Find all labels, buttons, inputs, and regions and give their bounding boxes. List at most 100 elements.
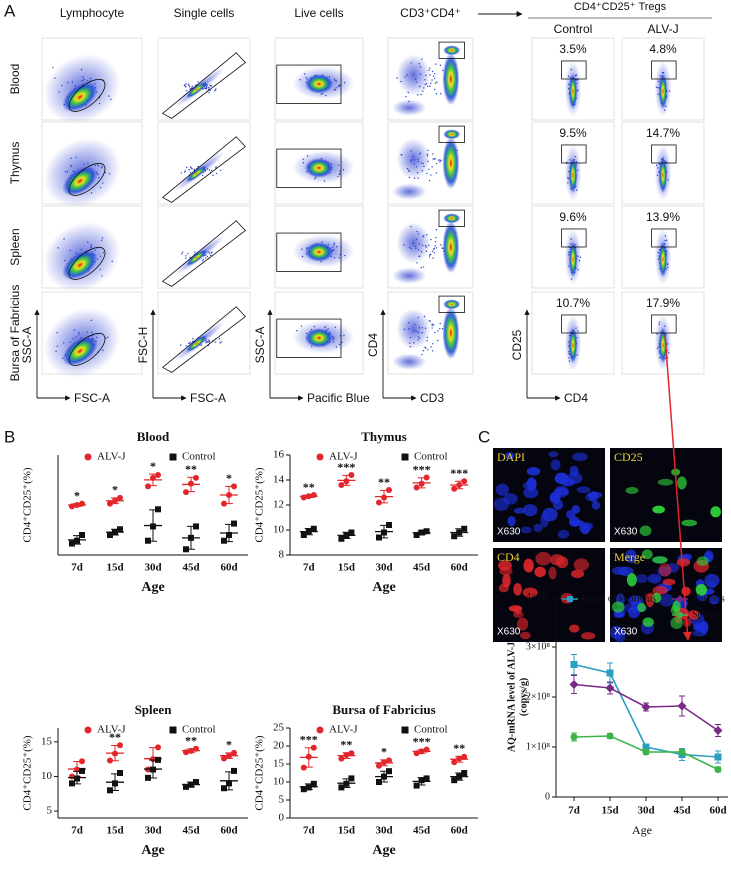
flow-density xyxy=(304,158,334,178)
gate xyxy=(651,144,677,164)
y-tick-label: 2×10⁸ xyxy=(526,691,551,702)
data-point xyxy=(145,537,151,544)
flow-event xyxy=(427,349,429,351)
y-axis-label: AQ-mRNA level of ALV-J xyxy=(506,642,517,752)
flow-event xyxy=(422,350,425,352)
data-point xyxy=(348,775,355,782)
data-point xyxy=(310,492,317,498)
flow-plot xyxy=(392,209,465,284)
channel-label: CD25 xyxy=(614,450,643,464)
data-point xyxy=(569,680,579,689)
data-point xyxy=(606,732,614,740)
cell xyxy=(513,582,523,596)
flow-event xyxy=(185,89,188,92)
data-point xyxy=(107,757,113,764)
column-header: Live cells xyxy=(294,6,343,20)
data-point xyxy=(188,534,194,541)
cell xyxy=(641,549,653,560)
legend-marker xyxy=(169,453,177,461)
row-label: Bursa of Fabricius xyxy=(8,285,22,382)
legend-label: ALV-J xyxy=(97,724,126,736)
x-axis-label: Age xyxy=(141,843,164,858)
gate xyxy=(68,162,106,196)
significance: ** xyxy=(109,730,121,744)
cell xyxy=(585,493,595,501)
y-tick-label: 3×10⁸ xyxy=(526,641,551,652)
cell xyxy=(657,478,674,486)
flow-event xyxy=(206,256,209,258)
gate xyxy=(561,228,587,248)
data-point xyxy=(381,759,387,766)
flow-density xyxy=(396,222,431,264)
significance: * xyxy=(112,483,118,497)
flow-event xyxy=(428,254,431,256)
flow-event xyxy=(431,324,433,327)
y-tick-label: 5 xyxy=(47,805,53,817)
flow-density xyxy=(568,73,578,110)
gate xyxy=(438,295,465,313)
flow-event xyxy=(435,92,438,95)
data-point xyxy=(461,478,468,485)
y-tick-label: 15 xyxy=(273,758,285,770)
flow-event xyxy=(428,256,431,258)
data-point xyxy=(418,480,425,487)
significance: *** xyxy=(413,462,431,476)
flow-event xyxy=(431,327,433,329)
column-header: CD3⁺CD4⁺ xyxy=(400,6,461,20)
data-point xyxy=(451,777,458,784)
gate-percentage: 9.6% xyxy=(559,210,587,224)
cell xyxy=(495,483,510,496)
cell xyxy=(710,506,721,518)
gate xyxy=(651,60,677,80)
y-tick-label: 0 xyxy=(279,812,285,824)
data-point xyxy=(231,483,237,490)
cell xyxy=(637,602,646,613)
x-tick-label: 60d xyxy=(451,825,468,837)
data-point xyxy=(451,533,458,540)
y-tick-label: 20 xyxy=(273,740,285,752)
data-point xyxy=(221,785,227,792)
magnification-label: X630 xyxy=(497,627,521,638)
cell xyxy=(681,586,691,596)
y-tick-label: 15 xyxy=(41,735,53,747)
data-point xyxy=(642,743,650,751)
x-axis-label: Age xyxy=(372,580,395,595)
cell xyxy=(639,525,652,537)
x-axis-label: FSC-A xyxy=(190,391,226,405)
legend-marker xyxy=(567,596,573,602)
flow-event xyxy=(204,257,207,259)
cell xyxy=(677,476,687,490)
flow-event xyxy=(184,171,186,173)
flow-plot xyxy=(651,60,677,117)
cell xyxy=(625,549,637,564)
flow-event xyxy=(431,350,434,352)
x-tick-label: 7d xyxy=(71,825,83,837)
data-point xyxy=(678,748,686,756)
data-point xyxy=(386,522,392,528)
data-point xyxy=(150,756,156,763)
gate-percentage: 14.7% xyxy=(646,126,680,140)
data-point xyxy=(221,500,227,507)
flow-event xyxy=(434,82,437,84)
flow-event xyxy=(441,247,443,249)
cell xyxy=(647,573,662,584)
channel-label: Merge xyxy=(614,550,645,564)
flow-event xyxy=(189,166,192,168)
data-point xyxy=(456,482,463,488)
cell xyxy=(681,519,698,527)
gate xyxy=(438,41,465,59)
data-point xyxy=(305,493,312,500)
data-point xyxy=(79,758,85,765)
flow-event xyxy=(191,168,193,170)
y-axis-label: SSC-A xyxy=(20,327,34,364)
flow-density xyxy=(396,138,431,180)
flow-plot xyxy=(43,222,121,292)
data-point xyxy=(112,780,118,787)
magnification-label: X630 xyxy=(497,527,521,538)
x-tick-label: 60d xyxy=(451,562,468,574)
y-tick-label: 14 xyxy=(273,474,285,486)
data-point xyxy=(456,529,463,536)
data-point xyxy=(642,748,650,756)
flow-event xyxy=(208,91,210,94)
